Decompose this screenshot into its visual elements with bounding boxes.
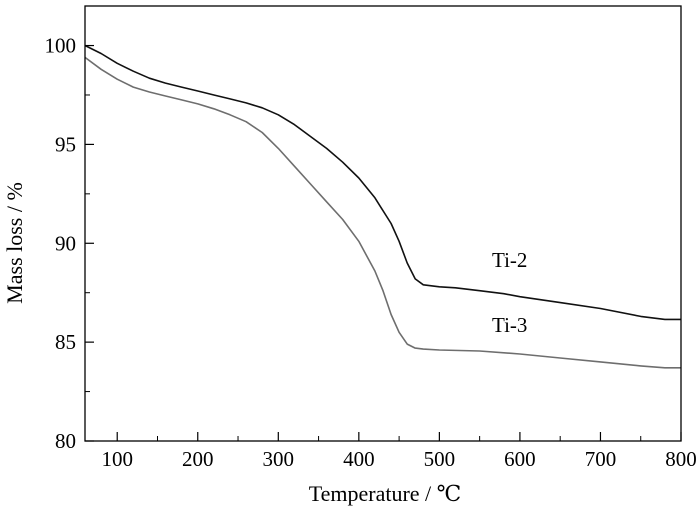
x-tick-label: 500 [424, 447, 456, 471]
x-tick-label: 800 [665, 447, 697, 471]
x-tick-label: 600 [504, 447, 536, 471]
x-tick-label: 300 [263, 447, 295, 471]
x-tick-label: 100 [101, 447, 133, 471]
y-axis-title: Mass loss / % [2, 182, 27, 304]
series-label-ti-2: Ti-2 [492, 248, 527, 272]
x-axis-title: Temperature / ℃ [309, 481, 462, 506]
plot-frame [84, 5, 682, 442]
y-tick-label: 95 [55, 132, 76, 156]
ticks-layer: 100 200 300 400 500 600 700 800 80 85 90 95 100 [45, 34, 697, 471]
y-tick-label: 80 [55, 429, 76, 453]
x-tick-label: 200 [182, 447, 214, 471]
y-tick-label: 90 [55, 231, 76, 255]
series-label-ti-3: Ti-3 [492, 313, 527, 337]
series-line-ti-2 [84, 44, 681, 321]
series-line-ti-3 [84, 56, 681, 369]
y-tick-label: 85 [55, 330, 76, 354]
x-tick-label: 700 [585, 447, 617, 471]
series-layer [84, 44, 681, 369]
x-tick-label: 400 [343, 447, 375, 471]
y-tick-label: 100 [45, 34, 77, 58]
